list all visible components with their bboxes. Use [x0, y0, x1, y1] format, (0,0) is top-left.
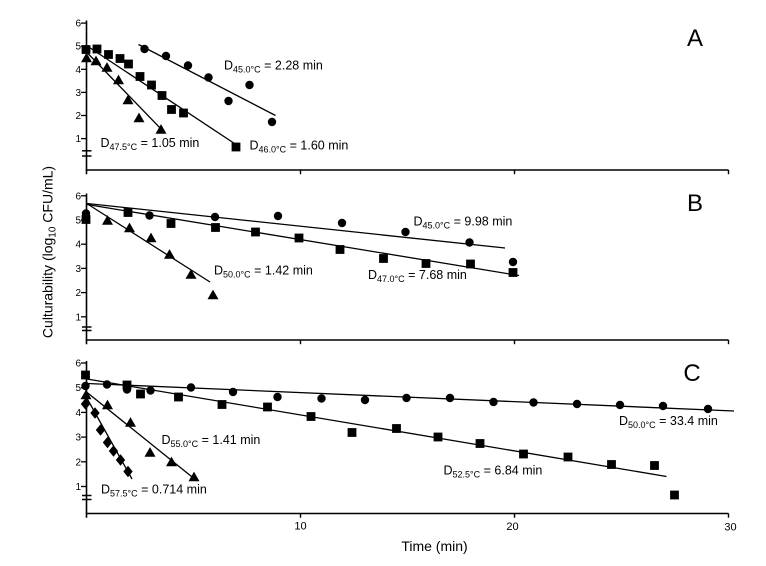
svg-text:10: 10 — [294, 521, 306, 533]
svg-text:1: 1 — [75, 312, 81, 323]
svg-text:B: B — [687, 190, 703, 217]
svg-text:3: 3 — [75, 433, 81, 444]
svg-text:5: 5 — [75, 42, 81, 53]
svg-text:Time (min): Time (min) — [401, 538, 467, 554]
svg-text:4: 4 — [75, 408, 81, 419]
svg-text:6: 6 — [75, 19, 81, 30]
svg-text:20: 20 — [506, 521, 518, 533]
svg-text:2: 2 — [75, 457, 81, 468]
svg-text:4: 4 — [75, 240, 81, 251]
svg-text:2: 2 — [75, 111, 81, 122]
svg-text:4: 4 — [75, 65, 81, 76]
svg-text:1: 1 — [75, 134, 81, 145]
svg-text:A: A — [687, 25, 703, 52]
svg-text:D55.0°C = 1.41 min: D55.0°C = 1.41 min — [162, 433, 261, 449]
svg-text:D52.5°C = 6.84 min: D52.5°C = 6.84 min — [444, 464, 543, 480]
svg-text:6: 6 — [75, 359, 81, 370]
svg-text:C: C — [683, 360, 700, 387]
svg-text:5: 5 — [75, 383, 81, 394]
svg-text:5: 5 — [75, 216, 81, 227]
svg-text:1: 1 — [75, 482, 81, 493]
svg-text:Culturability (log10 CFU/mL): Culturability (log10 CFU/mL) — [40, 166, 59, 338]
svg-text:30: 30 — [724, 522, 736, 534]
svg-text:3: 3 — [75, 88, 81, 99]
svg-text:3: 3 — [75, 264, 81, 275]
svg-text:2: 2 — [75, 288, 81, 299]
svg-text:6: 6 — [75, 191, 81, 202]
